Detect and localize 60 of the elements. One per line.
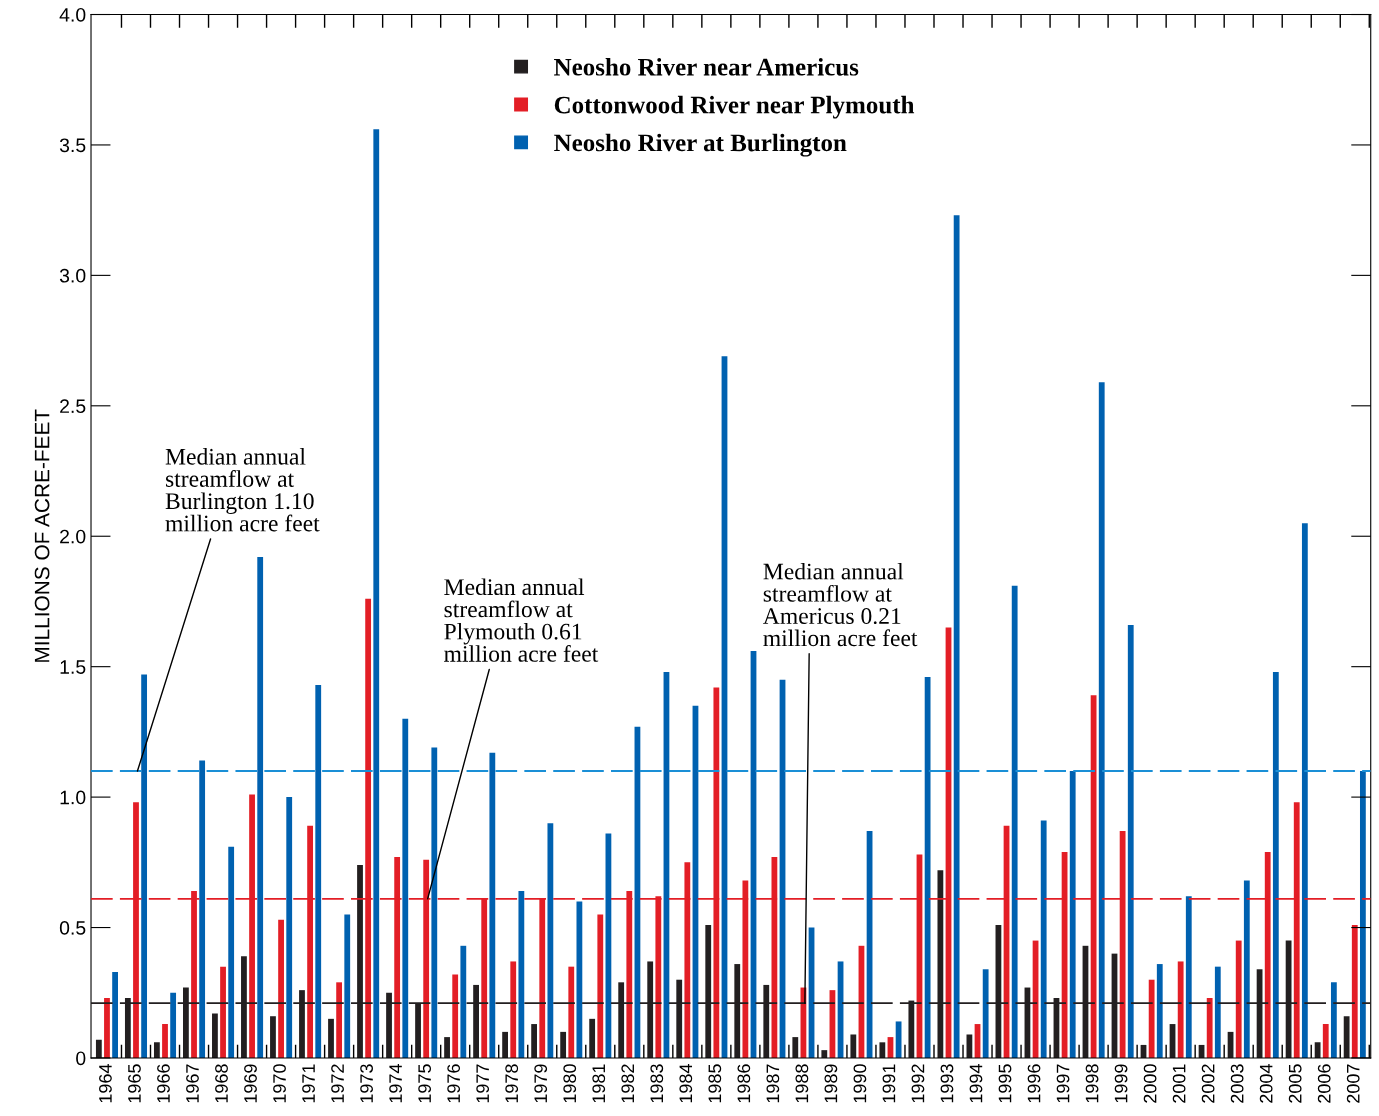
x-tick-label: 1999 [1114, 1064, 1128, 1103]
x-tick-label: 1971 [302, 1064, 315, 1103]
x-tick-label: 1980 [563, 1064, 577, 1103]
y-tick-label: 1.5 [60, 660, 86, 674]
y-tick-label: 3.5 [59, 138, 86, 153]
y-tick-label: 0 [76, 1051, 86, 1066]
x-tick-label: 1972 [331, 1064, 344, 1103]
x-tick-label: 2003 [1230, 1064, 1244, 1103]
y-tick-label: 0.5 [59, 921, 86, 935]
x-tick-label: 1985 [708, 1064, 722, 1103]
annotation: Median annual streamflow at Americus 0.21 million acre feet [763, 562, 918, 647]
x-tick-label: 2002 [1201, 1064, 1215, 1103]
x-tick-label: 1994 [969, 1064, 983, 1103]
x-tick-label: 2005 [1288, 1064, 1302, 1103]
x-tick-label: 1997 [1056, 1064, 1070, 1103]
x-tick-label: 2006 [1317, 1064, 1331, 1103]
x-tick-label: 1993 [940, 1064, 954, 1103]
x-tick-label: 1970 [273, 1064, 286, 1103]
x-tick-label: 1992 [911, 1064, 925, 1103]
x-tick-label: 1973 [360, 1064, 373, 1103]
x-tick-label: 1996 [1027, 1064, 1041, 1103]
x-tick-label: 1966 [157, 1064, 170, 1103]
y-tick-label: 1.0 [60, 790, 86, 805]
x-tick-label: 1967 [186, 1064, 199, 1103]
x-tick-label: 1981 [592, 1064, 606, 1103]
y-tick-label: 2.0 [60, 529, 86, 544]
x-tick-label: 1974 [389, 1064, 403, 1103]
y-tick-label: 4.0 [59, 7, 86, 22]
y-axis-title: MILLIONS OF ACRE-FEET [34, 409, 50, 662]
x-tick-label: 1964 [99, 1064, 112, 1103]
x-tick-label: 1976 [447, 1064, 461, 1103]
x-tick-label: 1988 [795, 1064, 809, 1103]
x-tick-label: 2007 [1346, 1064, 1360, 1103]
x-tick-label: 2001 [1172, 1064, 1186, 1103]
x-tick-label: 1991 [882, 1064, 896, 1103]
legend-label: Neosho River at Burlington [554, 133, 847, 157]
legend-label: Cottonwood River near Plymouth [554, 95, 915, 119]
x-tick-label: 1983 [650, 1064, 664, 1103]
y-tick-label: 3.0 [59, 268, 86, 283]
annotation: Median annual streamflow at Plymouth 0.61 million acre feet [444, 578, 599, 662]
x-tick-label: 1978 [505, 1064, 519, 1103]
x-tick-label: 2000 [1143, 1064, 1157, 1103]
x-tick-label: 1969 [244, 1064, 257, 1103]
x-tick-label: 1998 [1085, 1064, 1099, 1103]
x-tick-label: 1995 [998, 1064, 1012, 1103]
annotation: Median annual streamflow at Burlington 1.10 million acre feet [165, 448, 320, 532]
x-tick-label: 1968 [215, 1064, 228, 1103]
y-tick-label: 2.5 [60, 399, 86, 414]
x-tick-label: 1989 [824, 1064, 838, 1103]
x-tick-label: 1984 [679, 1064, 693, 1103]
legend-label: Neosho River near Americus [554, 58, 859, 76]
x-tick-label: 1987 [766, 1064, 780, 1103]
x-tick-label: 1965 [128, 1064, 141, 1103]
x-tick-label: 1977 [476, 1064, 490, 1103]
x-tick-label: 1990 [853, 1064, 867, 1103]
x-tick-label: 1986 [737, 1064, 751, 1103]
x-tick-label: 2004 [1259, 1064, 1273, 1103]
x-tick-label: 1975 [418, 1064, 432, 1103]
x-tick-label: 1982 [621, 1064, 635, 1103]
x-tick-label: 1979 [534, 1064, 548, 1103]
